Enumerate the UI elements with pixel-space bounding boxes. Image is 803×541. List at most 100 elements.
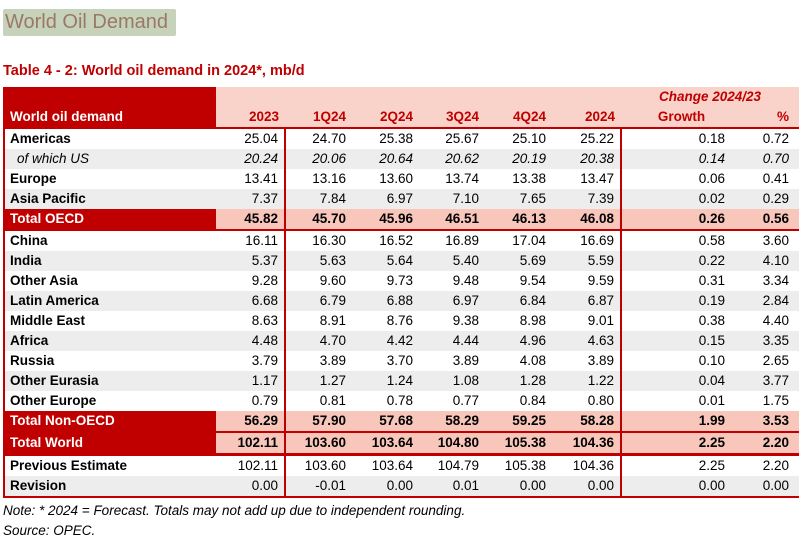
table-row: Russia 3.79 3.89 3.70 3.89 4.08 3.89 0.10 2.65: [4, 351, 799, 371]
cell-value: 103.60: [285, 432, 352, 456]
cell-value: 45.70: [285, 209, 352, 231]
table-row: Middle East 8.63 8.91 8.76 9.38 8.98 9.01 0.38 4…: [4, 311, 799, 331]
cell-value: 7.39: [552, 189, 622, 209]
col-header-4q24: 4Q24: [485, 107, 552, 129]
row-label: Previous Estimate: [4, 454, 216, 476]
cell-value: 1.17: [216, 371, 286, 391]
table-row: of which US 20.24 20.06 20.64 20.62 20.19 20.3…: [4, 149, 799, 169]
cell-value: 45.82: [216, 209, 286, 231]
table-header: World oil demand Change 2024/23 2023 1Q2…: [4, 87, 799, 129]
cell-value: 0.80: [552, 391, 622, 411]
cell-value: 4.10: [742, 251, 799, 271]
col-header-1q24: 1Q24: [285, 107, 352, 129]
cell-value: 6.68: [216, 291, 286, 311]
cell-value: 1.08: [419, 371, 485, 391]
cell-value: 8.76: [352, 311, 419, 331]
cell-value: 0.00: [352, 476, 419, 498]
cell-value: 25.67: [419, 128, 485, 149]
cell-value: 4.42: [352, 331, 419, 351]
cell-value: 0.22: [621, 251, 742, 271]
table-row: Other Europe 0.79 0.81 0.78 0.77 0.84 0.80 0.01…: [4, 391, 799, 411]
table-title: Table 4 - 2: World oil demand in 2024*, …: [3, 63, 305, 79]
cell-value: 9.59: [552, 271, 622, 291]
row-label: Russia: [4, 351, 216, 371]
cell-value: 8.98: [485, 311, 552, 331]
table-row: Other Asia 9.28 9.60 9.73 9.48 9.54 9.59 0.31 3.…: [4, 271, 799, 291]
col-header-2024: 2024: [552, 107, 621, 129]
table-row: India 5.37 5.63 5.64 5.40 5.69 5.59 0.22 4.10: [4, 251, 799, 271]
row-label: Total OECD: [4, 209, 216, 231]
cell-value: 4.48: [216, 331, 286, 351]
cell-value: 0.72: [742, 128, 799, 149]
cell-value: 3.53: [742, 411, 799, 433]
cell-value: 103.64: [352, 432, 419, 456]
cell-value: 13.47: [552, 169, 622, 189]
cell-value: 0.15: [621, 331, 742, 351]
cell-value: 16.52: [352, 230, 419, 251]
row-label: Other Asia: [4, 271, 216, 291]
cell-value: 13.41: [216, 169, 286, 189]
cell-value: 2.65: [742, 351, 799, 371]
col-header-percent: %: [742, 107, 799, 129]
table-row: Total OECD 45.82 45.70 45.96 46.51 46.13 46.08…: [4, 209, 799, 231]
cell-value: 5.40: [419, 251, 485, 271]
cell-value: 3.89: [419, 351, 485, 371]
cell-value: 6.97: [352, 189, 419, 209]
cell-value: 0.56: [742, 209, 799, 231]
row-label: Other Eurasia: [4, 371, 216, 391]
cell-value: 58.28: [552, 411, 622, 433]
cell-value: 4.63: [552, 331, 622, 351]
source-line: Source: OPEC.: [3, 523, 96, 538]
oil-demand-table: World oil demand Change 2024/23 2023 1Q2…: [3, 87, 799, 498]
cell-value: 4.96: [485, 331, 552, 351]
row-label: Middle East: [4, 311, 216, 331]
cell-value: 20.38: [552, 149, 622, 169]
col-header-label: World oil demand: [4, 87, 216, 129]
cell-value: 2.84: [742, 291, 799, 311]
cell-value: 104.80: [419, 432, 485, 456]
cell-value: 0.29: [742, 189, 799, 209]
cell-value: 25.22: [552, 128, 622, 149]
row-label: Europe: [4, 169, 216, 189]
row-label: Other Europe: [4, 391, 216, 411]
cell-value: 58.29: [419, 411, 485, 433]
table-row: Latin America 6.68 6.79 6.88 6.97 6.84 6.87 0.1…: [4, 291, 799, 311]
table-row: Previous Estimate 102.11 103.60 103.64 104.7…: [4, 454, 799, 476]
footnote: Note: * 2024 = Forecast. Totals may not …: [3, 503, 466, 518]
cell-value: 2.25: [621, 454, 742, 476]
cell-value: 3.35: [742, 331, 799, 351]
table-row: China 16.11 16.30 16.52 16.89 17.04 16.69 0.58 3…: [4, 230, 799, 251]
col-header-2023: 2023: [216, 107, 285, 129]
row-label: Revision: [4, 476, 216, 498]
cell-value: 16.89: [419, 230, 485, 251]
cell-value: 0.70: [742, 149, 799, 169]
col-header-3q24: 3Q24: [419, 107, 485, 129]
header-columns-row: 2023 1Q24 2Q24 3Q24 4Q24 2024 Growth %: [4, 107, 799, 129]
cell-value: 0.77: [419, 391, 485, 411]
cell-value: 0.01: [419, 476, 485, 498]
cell-value: 0.00: [216, 476, 286, 498]
cell-value: -0.01: [285, 476, 352, 498]
cell-value: 7.65: [485, 189, 552, 209]
cell-value: 57.68: [352, 411, 419, 433]
cell-value: 56.29: [216, 411, 286, 433]
cell-value: 5.69: [485, 251, 552, 271]
cell-value: 17.04: [485, 230, 552, 251]
cell-value: 0.84: [485, 391, 552, 411]
cell-value: 16.11: [216, 230, 286, 251]
cell-value: 2.25: [621, 432, 742, 456]
cell-value: 3.34: [742, 271, 799, 291]
cell-value: 16.30: [285, 230, 352, 251]
cell-value: 6.88: [352, 291, 419, 311]
cell-value: 3.89: [285, 351, 352, 371]
cell-value: 0.41: [742, 169, 799, 189]
row-label: Total World: [4, 432, 216, 456]
cell-value: 16.69: [552, 230, 622, 251]
table-row: Total Non-OECD 56.29 57.90 57.68 58.29 59.25 5…: [4, 411, 799, 433]
cell-value: 0.58: [621, 230, 742, 251]
cell-value: 6.79: [285, 291, 352, 311]
cell-value: 0.31: [621, 271, 742, 291]
cell-value: 104.79: [419, 454, 485, 476]
cell-value: 1.28: [485, 371, 552, 391]
